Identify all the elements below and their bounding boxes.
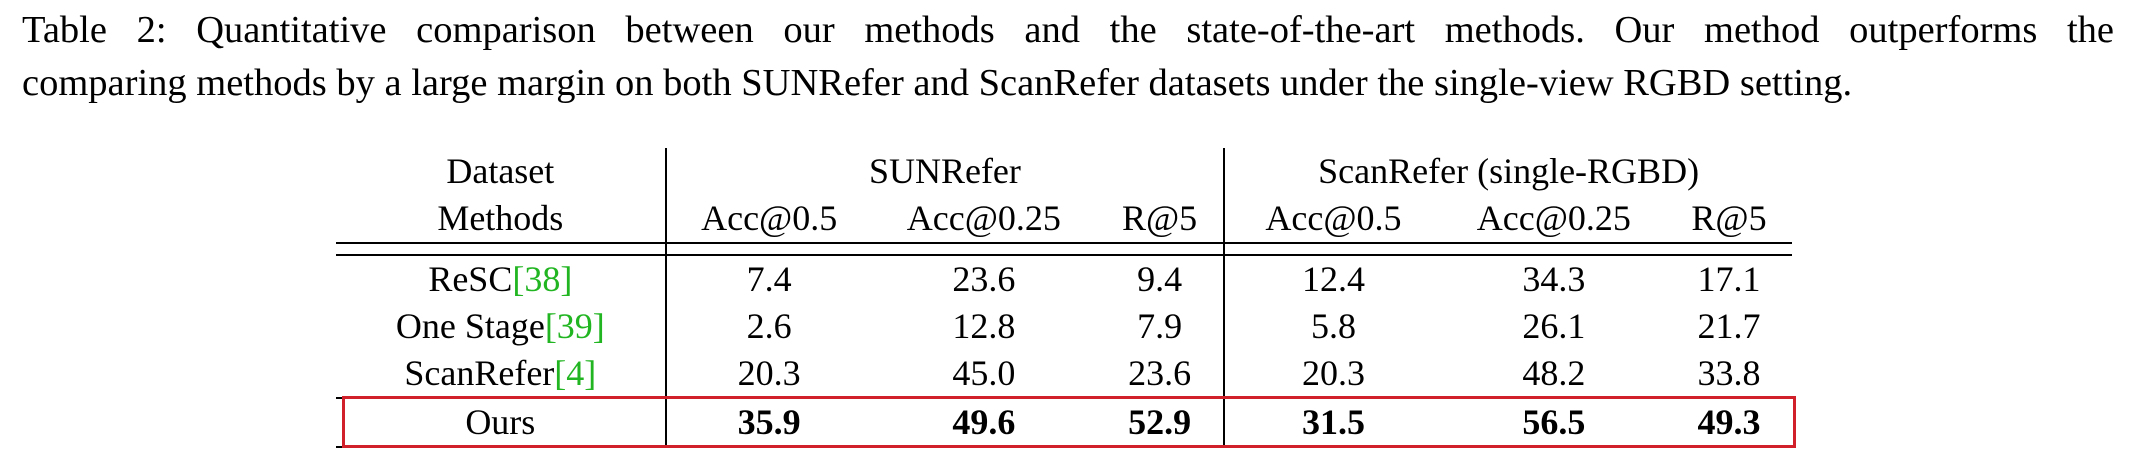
header-col: Acc@0.25 <box>1441 195 1667 244</box>
table-caption: Table 2: Quantitative comparison between… <box>22 4 2114 110</box>
table-row-ours: Ours 35.9 49.6 52.9 31.5 56.5 49.3 <box>336 397 1792 448</box>
citation-link[interactable]: [4] <box>554 353 597 393</box>
value-cell: 12.4 <box>1301 259 1365 299</box>
value-cell: 21.7 <box>1697 306 1761 346</box>
value-cell: 26.1 <box>1522 306 1586 346</box>
value-cell: 49.6 <box>871 397 1096 448</box>
method-cell: One Stage[39] <box>336 303 667 350</box>
value-cell: 35.9 <box>665 397 872 448</box>
results-table: Dataset SUNRefer ScanRefer (single-RGBD)… <box>336 148 1792 448</box>
citation-link[interactable]: [39] <box>544 306 605 346</box>
value-cell: 45.0 <box>952 353 1016 393</box>
table-row: ReSC[38] 7.4 23.6 9.4 12.4 34.3 17.1 <box>336 255 1792 303</box>
header-dataset-label: Dataset <box>336 148 667 195</box>
header-row-dataset: Dataset SUNRefer ScanRefer (single-RGBD) <box>336 148 1792 195</box>
table-row: One Stage[39] 2.6 12.8 7.9 5.8 26.1 21.7 <box>336 303 1792 350</box>
value-cell: 20.3 <box>1301 353 1365 393</box>
results-table-container: Dataset SUNRefer ScanRefer (single-RGBD)… <box>336 148 1792 454</box>
value-cell: 56.5 <box>1441 397 1667 448</box>
value-cell: 12.8 <box>952 306 1016 346</box>
value-cell: 2.6 <box>746 306 792 346</box>
value-cell: 23.6 <box>952 259 1016 299</box>
value-cell: 31.5 <box>1224 397 1442 448</box>
method-cell: ScanRefer[4] <box>336 350 667 398</box>
value-cell: 23.6 <box>1096 350 1226 398</box>
value-cell: 49.3 <box>1666 397 1792 448</box>
value-cell: 9.4 <box>1096 255 1226 303</box>
header-col: Acc@0.5 <box>1224 195 1442 244</box>
value-cell: 20.3 <box>737 353 801 393</box>
header-group-scanrefer: ScanRefer (single-RGBD) <box>1318 151 1700 191</box>
header-row-methods: Methods Acc@0.5 Acc@0.25 R@5 Acc@0.5 Acc… <box>336 195 1792 244</box>
value-cell: 48.2 <box>1522 353 1586 393</box>
value-cell: 52.9 <box>1096 397 1226 448</box>
caption-line-2: comparing methods by a large margin on b… <box>22 62 1853 104</box>
header-col: Acc@0.25 <box>871 195 1096 244</box>
method-cell: ReSC[38] <box>336 255 667 303</box>
double-rule <box>336 243 1792 256</box>
value-cell: 7.4 <box>746 259 792 299</box>
header-col: R@5 <box>1666 195 1792 244</box>
value-cell: 33.8 <box>1697 353 1761 393</box>
header-col: Acc@0.5 <box>665 195 872 244</box>
citation-link[interactable]: [38] <box>512 259 573 299</box>
header-group-sunrefer: SUNRefer <box>665 148 1226 195</box>
value-cell: 5.8 <box>1310 306 1356 346</box>
value-cell: 34.3 <box>1522 259 1586 299</box>
value-cell: 17.1 <box>1697 259 1761 299</box>
header-methods-label: Methods <box>336 195 667 244</box>
value-cell: 7.9 <box>1096 303 1226 350</box>
header-col: R@5 <box>1096 195 1226 244</box>
table-row: ScanRefer[4] 20.3 45.0 23.6 20.3 48.2 33… <box>336 350 1792 398</box>
caption-line-1: Table 2: Quantitative comparison between… <box>22 9 2114 51</box>
method-cell: Ours <box>336 397 667 448</box>
